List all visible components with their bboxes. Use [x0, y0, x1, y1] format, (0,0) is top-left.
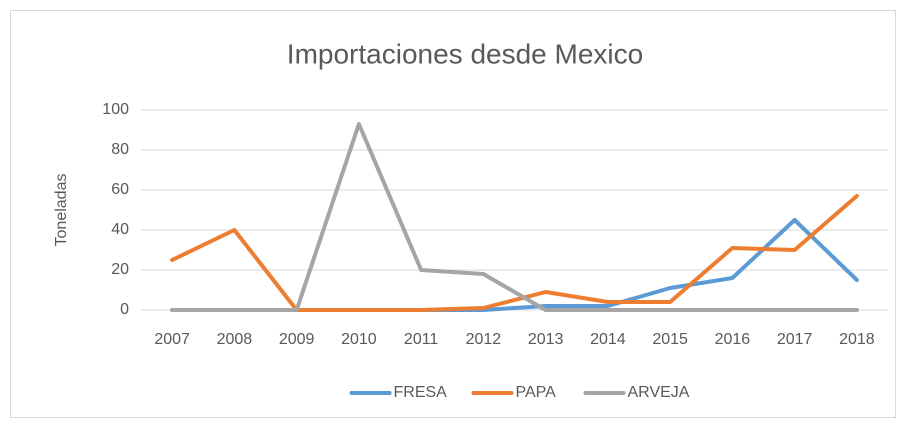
y-axis-label: Toneladas: [53, 174, 70, 247]
x-tick-label: 2013: [528, 331, 564, 348]
x-tick-label: 2014: [590, 331, 626, 348]
chart-title: Importaciones desde Mexico: [287, 38, 643, 69]
legend-label: ARVEJA: [628, 384, 690, 401]
legend-label: FRESA: [394, 384, 448, 401]
x-tick-label: 2011: [404, 331, 439, 348]
x-tick-label: 2012: [466, 331, 502, 348]
legend-label: PAPA: [516, 384, 557, 401]
x-tick-label: 2015: [652, 331, 688, 348]
y-tick-label: 0: [120, 301, 129, 318]
y-tick-label: 100: [102, 101, 129, 118]
x-tick-label: 2018: [839, 331, 875, 348]
x-tick-label: 2017: [777, 331, 813, 348]
x-tick-label: 2007: [154, 331, 190, 348]
x-tick-label: 2009: [279, 331, 315, 348]
x-tick-label: 2008: [217, 331, 253, 348]
chart-border: [10, 10, 896, 418]
line-series: [170, 122, 859, 312]
x-tick-label: 2010: [341, 331, 377, 348]
x-tick-label: 2016: [715, 331, 751, 348]
line-series: [170, 194, 859, 312]
y-tick-label: 40: [111, 221, 129, 238]
y-tick-label: 60: [111, 181, 129, 198]
y-tick-label: 80: [111, 141, 129, 158]
y-tick-label: 20: [111, 261, 129, 278]
